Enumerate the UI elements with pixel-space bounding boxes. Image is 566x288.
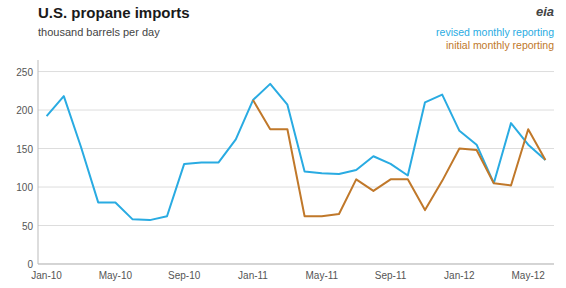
series-label: initial monthly reporting	[446, 39, 554, 51]
x-tick-label: May-11	[305, 270, 338, 281]
y-tick-label: 0	[27, 259, 33, 270]
x-tick-label: May-10	[99, 270, 133, 281]
series-label: revised monthly reporting	[436, 26, 554, 38]
lines	[47, 84, 546, 220]
grid-line	[38, 110, 554, 111]
annotation: eia	[536, 4, 554, 19]
grid-line	[38, 71, 554, 72]
y-tick-label: 250	[16, 67, 33, 78]
grid-line	[38, 264, 554, 265]
series-line	[253, 100, 545, 216]
x-tick-label: Jan-10	[31, 270, 62, 281]
x-tick-label: Sep-10	[168, 270, 201, 281]
y-tick-label: 100	[16, 182, 33, 193]
grid-line	[38, 148, 554, 149]
y-tick-label: 50	[22, 221, 34, 232]
subtitle: thousand barrels per day	[38, 26, 160, 38]
x-tick-label: Jan-12	[444, 270, 475, 281]
x-tick-label: Jan-11	[238, 270, 268, 281]
x-tick-label: Sep-11	[375, 270, 407, 281]
grid-line	[38, 187, 554, 188]
y-tick-label: 200	[16, 105, 33, 116]
series-line	[47, 84, 546, 220]
x-tick-label: May-12	[512, 270, 546, 281]
y-axis-line	[38, 60, 39, 264]
x-axis-line	[38, 264, 554, 265]
grid-line	[38, 225, 554, 226]
title: U.S. propane imports	[38, 4, 190, 21]
y-tick-label: 150	[16, 144, 33, 155]
chart: U.S. propane imports thousand barrels per…	[0, 0, 566, 288]
